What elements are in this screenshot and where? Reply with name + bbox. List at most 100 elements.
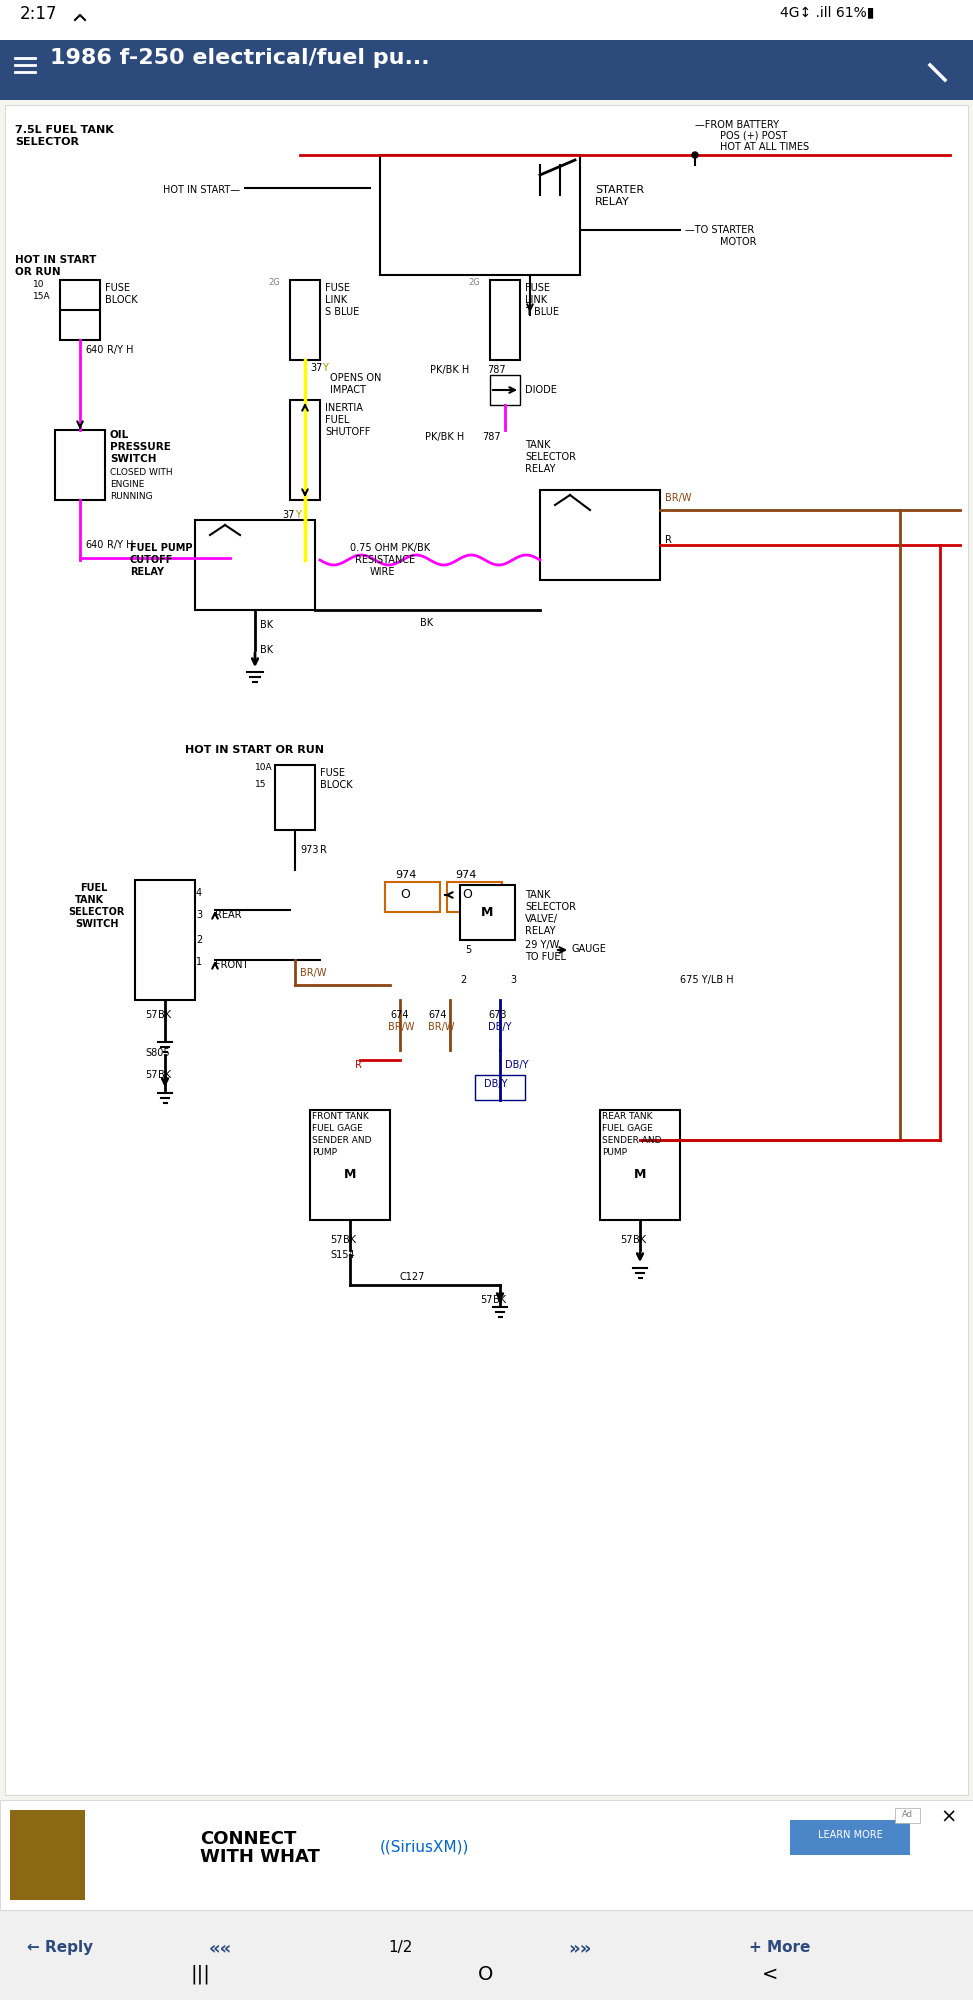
Text: »»: »» — [568, 1940, 592, 1958]
Text: C127: C127 — [400, 1272, 425, 1282]
Text: BK: BK — [158, 1070, 171, 1080]
Text: SENDER AND: SENDER AND — [312, 1136, 372, 1144]
Text: —TO STARTER: —TO STARTER — [685, 224, 754, 234]
Bar — [5, 104, 968, 1796]
Text: 2G: 2G — [268, 278, 280, 286]
Text: FUSE: FUSE — [105, 282, 130, 292]
Text: POS (+) POST: POS (+) POST — [720, 130, 787, 140]
Circle shape — [692, 152, 698, 158]
Text: CONNECT: CONNECT — [200, 1830, 297, 1848]
Text: VALVE/: VALVE/ — [525, 914, 558, 924]
Text: HOT IN START: HOT IN START — [15, 254, 96, 264]
Text: REAR: REAR — [215, 910, 241, 920]
Text: Ad: Ad — [902, 1810, 913, 1820]
Text: 2: 2 — [196, 936, 202, 946]
Text: O: O — [479, 1964, 493, 1984]
Text: TANK: TANK — [525, 890, 551, 900]
Text: 57: 57 — [330, 1234, 342, 1244]
Text: T BLUE: T BLUE — [525, 306, 559, 316]
Text: BR/W: BR/W — [300, 968, 327, 978]
Text: TO FUEL: TO FUEL — [525, 952, 566, 962]
Bar — [0, 1910, 973, 2000]
Text: OPENS ON: OPENS ON — [330, 372, 381, 384]
Text: R: R — [665, 534, 672, 544]
Text: PUMP: PUMP — [312, 1148, 337, 1156]
Text: SELECTOR: SELECTOR — [68, 908, 125, 916]
Text: 57: 57 — [480, 1296, 492, 1304]
Text: BR/W: BR/W — [388, 1022, 414, 1032]
Text: R/Y H: R/Y H — [107, 540, 133, 550]
Text: BLOCK: BLOCK — [320, 780, 352, 790]
Text: SELECTOR: SELECTOR — [525, 902, 576, 912]
Text: 1986 f-250 electrical/fuel pu...: 1986 f-250 electrical/fuel pu... — [50, 48, 430, 68]
Text: SENDER AND: SENDER AND — [602, 1136, 662, 1144]
Text: BR/W: BR/W — [428, 1022, 454, 1032]
Text: REAR TANK: REAR TANK — [602, 1112, 653, 1120]
Text: ((SiriusXM)): ((SiriusXM)) — [380, 1840, 469, 1856]
Text: 57: 57 — [145, 1010, 158, 1020]
Text: 974: 974 — [455, 870, 477, 880]
Text: CLOSED WITH: CLOSED WITH — [110, 468, 172, 476]
Bar — [0, 1800, 973, 1910]
Text: 673: 673 — [488, 1010, 507, 1020]
Text: TANK: TANK — [75, 896, 104, 904]
Text: 10: 10 — [33, 280, 45, 288]
Text: 2: 2 — [460, 976, 466, 984]
Text: 57: 57 — [620, 1234, 632, 1244]
Text: BK: BK — [343, 1234, 356, 1244]
Text: ← Reply: ← Reply — [27, 1940, 93, 1956]
Text: PRESSURE: PRESSURE — [110, 442, 171, 452]
Text: SELECTOR: SELECTOR — [15, 136, 79, 148]
Bar — [600, 1110, 680, 1220]
Text: 15A: 15A — [33, 292, 51, 300]
Text: 4G↕ .ill 61%▮: 4G↕ .ill 61%▮ — [780, 4, 875, 18]
Text: 1/2: 1/2 — [388, 1940, 413, 1956]
Text: SWITCH: SWITCH — [75, 920, 119, 928]
Bar — [135, 880, 195, 1000]
Text: FUEL GAGE: FUEL GAGE — [602, 1124, 653, 1132]
Text: RELAY: RELAY — [525, 926, 556, 936]
Text: BK: BK — [420, 618, 433, 628]
Text: STARTER: STARTER — [595, 186, 644, 196]
Text: DB/Y: DB/Y — [488, 1022, 512, 1032]
Text: LINK: LINK — [325, 294, 347, 304]
Text: S154: S154 — [330, 1250, 354, 1260]
Text: IMPACT: IMPACT — [330, 384, 366, 396]
Bar — [195, 520, 315, 610]
Text: 10A: 10A — [255, 762, 272, 772]
Text: 7.5L FUEL TANK: 7.5L FUEL TANK — [15, 124, 114, 136]
Text: 640: 640 — [85, 540, 103, 550]
Text: HOT AT ALL TIMES: HOT AT ALL TIMES — [720, 142, 810, 152]
Text: 2G: 2G — [468, 278, 480, 286]
Text: FUSE: FUSE — [525, 282, 550, 292]
Text: FUEL GAGE: FUEL GAGE — [312, 1124, 363, 1132]
Text: 4: 4 — [196, 888, 202, 898]
Text: BLOCK: BLOCK — [105, 294, 137, 304]
Text: BK: BK — [633, 1234, 646, 1244]
Text: PK/BK H: PK/BK H — [430, 364, 469, 376]
Text: FUEL PUMP: FUEL PUMP — [130, 542, 193, 552]
Bar — [0, 40, 973, 100]
Bar — [790, 1820, 910, 1856]
Text: 37: 37 — [282, 510, 295, 520]
Text: 3: 3 — [196, 910, 202, 920]
Text: BR/W: BR/W — [665, 492, 692, 502]
Text: DB/Y: DB/Y — [505, 1060, 528, 1070]
Text: HOT IN START—: HOT IN START— — [163, 186, 240, 196]
Text: —FROM BATTERY: —FROM BATTERY — [695, 120, 779, 130]
Text: 787: 787 — [482, 432, 501, 442]
Text: RELAY: RELAY — [130, 568, 164, 576]
Text: 974: 974 — [395, 870, 416, 880]
Text: ENGINE: ENGINE — [110, 480, 144, 488]
Text: BK: BK — [260, 620, 273, 630]
Text: 0.75 OHM PK/BK: 0.75 OHM PK/BK — [350, 542, 430, 552]
Text: 787: 787 — [487, 364, 506, 376]
Text: LINK: LINK — [525, 294, 547, 304]
Text: WIRE: WIRE — [370, 568, 395, 576]
Text: DIODE: DIODE — [525, 384, 557, 396]
Bar — [447, 882, 502, 912]
Text: FUEL: FUEL — [80, 884, 107, 892]
Text: SWITCH: SWITCH — [110, 454, 157, 464]
Text: R: R — [355, 1060, 362, 1070]
Bar — [275, 764, 315, 830]
